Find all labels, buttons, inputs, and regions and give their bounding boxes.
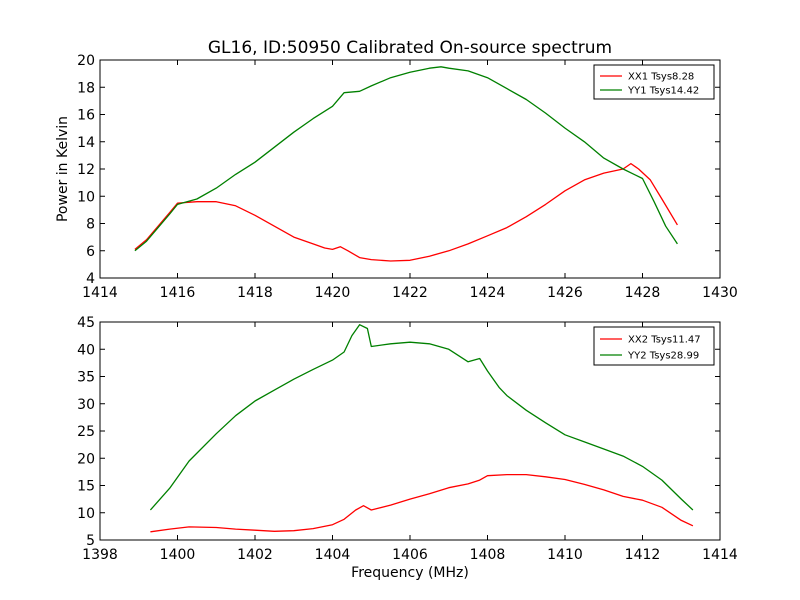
x-tick-label: 1428 <box>625 285 661 301</box>
x-tick-label: 1420 <box>315 285 351 301</box>
y-tick-label: 10 <box>77 189 95 205</box>
y-tick-label: 12 <box>77 162 95 178</box>
y-tick-label: 25 <box>77 424 95 440</box>
y-axis-label: Power in Kelvin <box>55 116 71 222</box>
y-tick-label: 16 <box>77 108 95 124</box>
y-tick-label: 18 <box>77 80 95 96</box>
x-tick-label: 1410 <box>547 547 583 563</box>
y-tick-label: 14 <box>77 135 95 151</box>
legend-box <box>593 326 715 366</box>
x-tick-label: 1422 <box>392 285 428 301</box>
legend: XX2 Tsys11.47 YY2 Tsys28.99 <box>593 326 715 366</box>
x-tick-label: 1414 <box>82 285 118 301</box>
y-tick-label: 45 <box>77 315 95 331</box>
y-tick-label: 30 <box>77 397 95 413</box>
x-tick-label: 1430 <box>702 285 738 301</box>
y-tick-label: 8 <box>86 217 95 233</box>
y-tick-label: 40 <box>77 342 95 358</box>
x-tick-label: 1398 <box>82 547 118 563</box>
x-tick-label: 1418 <box>237 285 273 301</box>
legend-label: YY2 Tsys28.99 <box>627 351 699 362</box>
x-axis-label: Frequency (MHz) <box>351 565 469 581</box>
y-tick-label: 4 <box>86 271 95 287</box>
y-tick-label: 6 <box>86 244 95 260</box>
x-tick-label: 1404 <box>315 547 351 563</box>
legend-label: YY1 Tsys14.42 <box>627 86 699 97</box>
series-line-yy <box>134 66 678 252</box>
top-panel: 1414 1416 1418 1420 1422 1424 1426 1428 14304681… <box>55 53 738 301</box>
x-tick-label: 1402 <box>237 547 273 563</box>
y-tick-label: 5 <box>86 533 95 549</box>
x-tick-label: 1416 <box>160 285 196 301</box>
bottom-panel: 1398 1400 1402 1404 1406 1408 1410 1412 1414 5 10 1… <box>77 315 738 563</box>
x-tick-label: 1412 <box>625 547 661 563</box>
chart-title: GL16, ID:50950 Calibrated On-source spec… <box>208 38 612 58</box>
series-line-yy <box>149 324 694 511</box>
legend-box <box>593 64 715 100</box>
x-tick-label: 1414 <box>702 547 738 563</box>
x-tick-label: 1424 <box>470 285 506 301</box>
legend-label: XX2 Tsys11.47 <box>628 335 701 346</box>
legend-label: XX1 Tsys8.28 <box>628 72 694 83</box>
legend: XX1 Tsys8.28 YY1 Tsys14.42 <box>593 64 715 100</box>
y-tick-label: 20 <box>77 451 95 467</box>
series-line-xx <box>150 473 694 533</box>
y-tick-label: 10 <box>77 506 95 522</box>
x-tick-label: 1400 <box>160 547 196 563</box>
x-tick-label: 1426 <box>547 285 583 301</box>
y-tick-label: 35 <box>77 370 95 386</box>
y-tick-label: 15 <box>77 479 95 495</box>
x-tick-label: 1408 <box>470 547 506 563</box>
y-tick-label: 20 <box>77 53 95 69</box>
x-tick-label: 1406 <box>392 547 428 563</box>
series-line-xx <box>134 162 678 262</box>
